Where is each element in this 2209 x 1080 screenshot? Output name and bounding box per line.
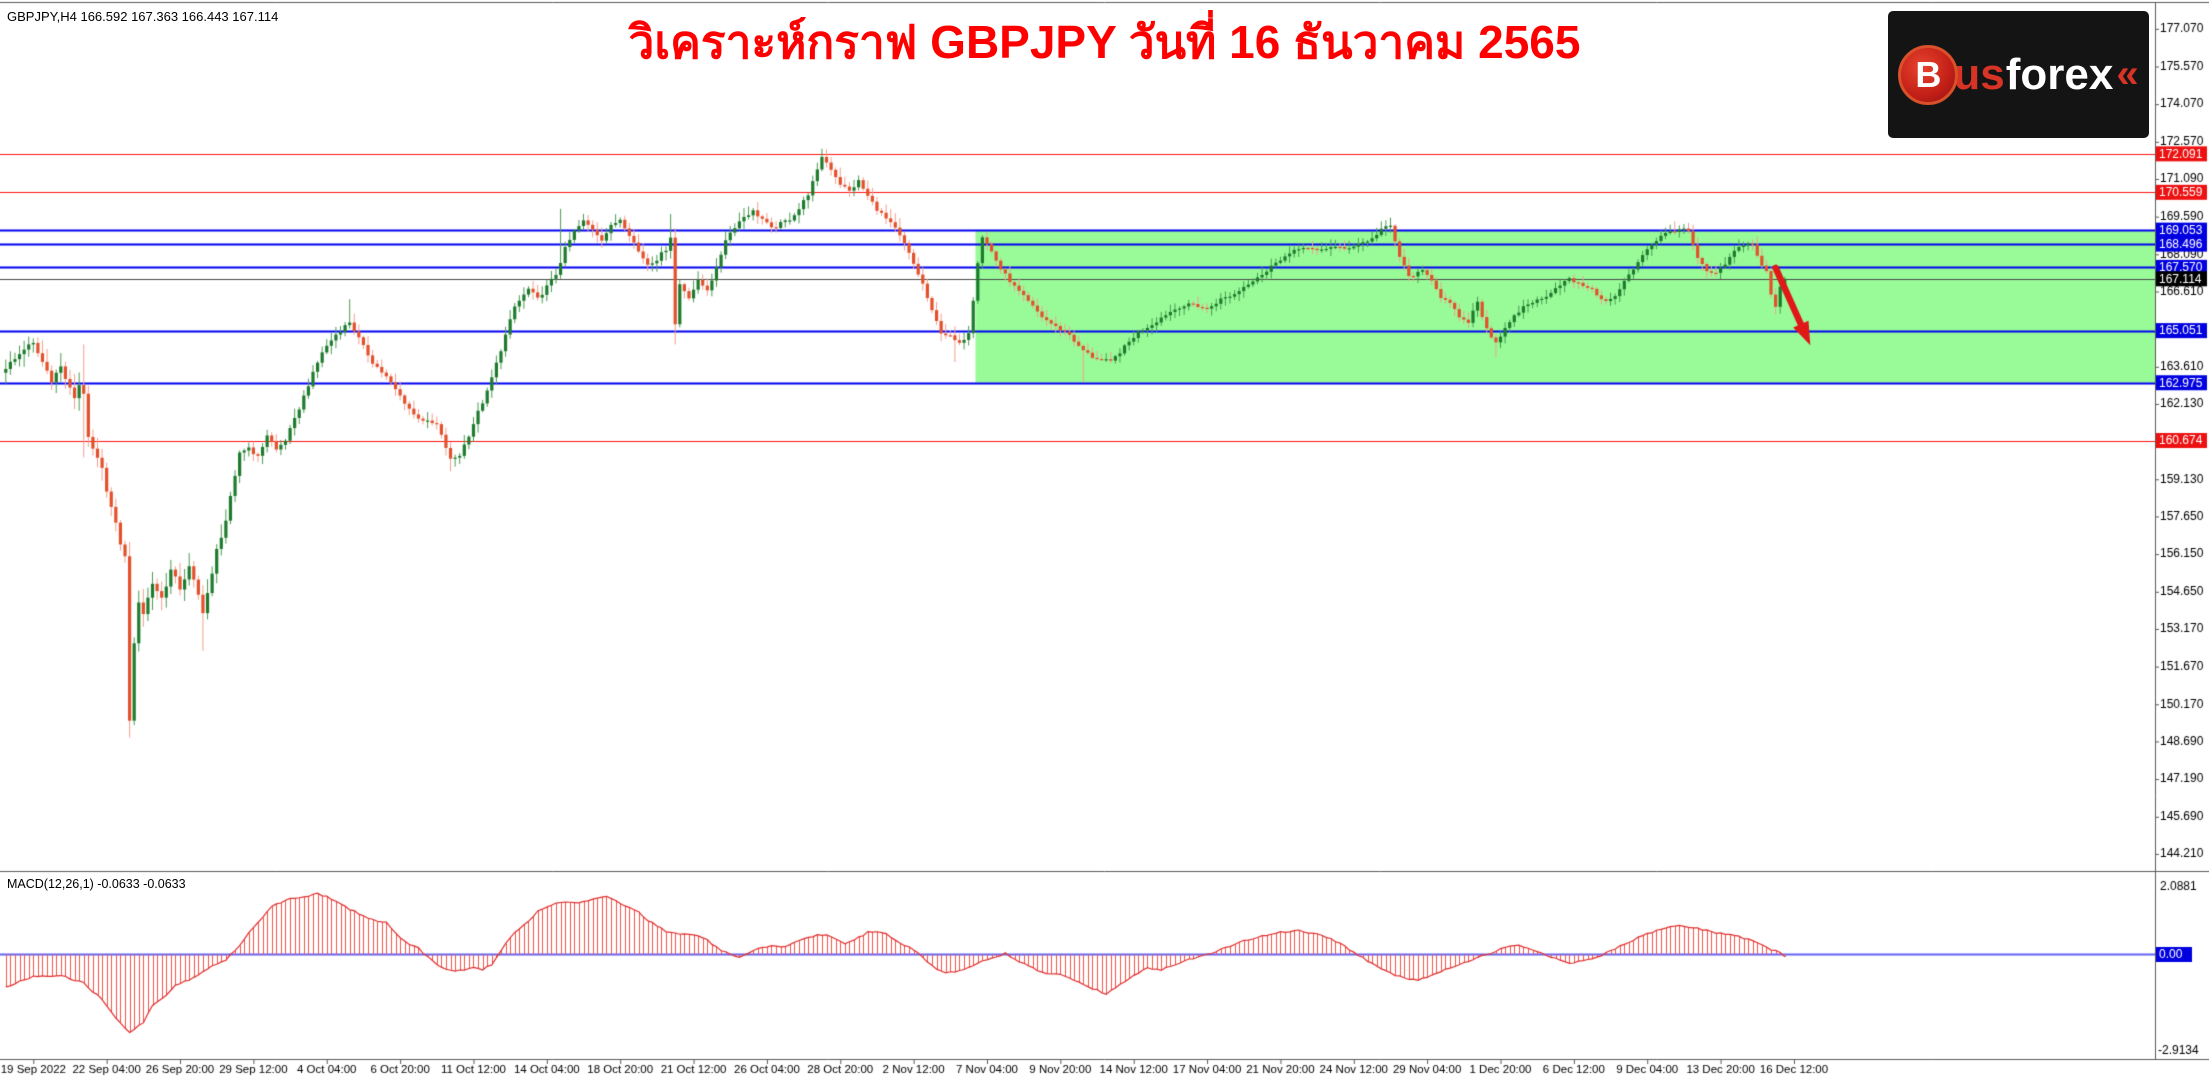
busforex-logo: B us forex « <box>1888 11 2149 138</box>
symbol-ohlc-info: GBPJPY,H4 166.592 167.363 166.443 167.11… <box>7 9 279 24</box>
logo-text-us: us <box>1953 49 2005 99</box>
logo-text-forex: forex <box>2005 49 2114 99</box>
page-title: วิเคราะห์กราฟ GBPJPY วันที่ 16 ธันวาคม 2… <box>628 16 1581 68</box>
logo-chevrons-icon: « <box>2116 52 2139 96</box>
macd-indicator-info: MACD(12,26,1) -0.0633 -0.0633 <box>7 877 186 891</box>
logo-coin-icon: B <box>1898 44 1959 105</box>
